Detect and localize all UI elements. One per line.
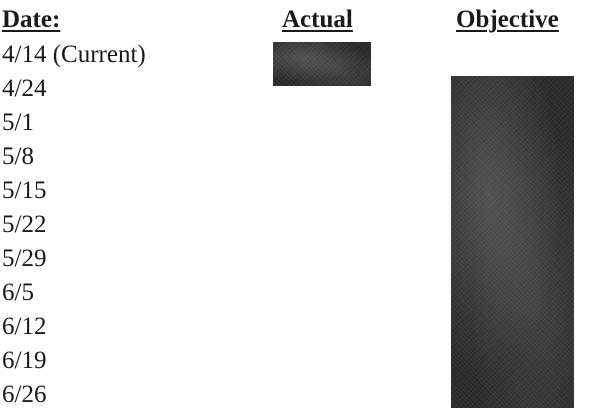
date-row: 6/12 [2,313,47,340]
date-row: 5/15 [2,177,47,204]
date-row: 5/29 [2,245,47,272]
objective-column-header: Objective [456,6,559,33]
date-list: 4/14 (Current) 4/24 5/1 5/8 5/15 5/22 5/29 6/5 6… [2,38,146,412]
date-row: 6/19 [2,347,47,374]
date-row: 6/5 [2,279,34,306]
objective-bar [451,76,574,408]
actual-bar [273,42,371,86]
date-column-header: Date: [2,6,61,33]
date-row: 5/22 [2,211,47,238]
date-row: 4/14 (Current) [2,41,146,68]
date-row: 5/1 [2,109,34,136]
date-row: 5/8 [2,143,34,170]
actual-column-header: Actual [282,6,353,33]
date-row: 6/26 [2,381,47,408]
date-row: 4/24 [2,75,47,102]
